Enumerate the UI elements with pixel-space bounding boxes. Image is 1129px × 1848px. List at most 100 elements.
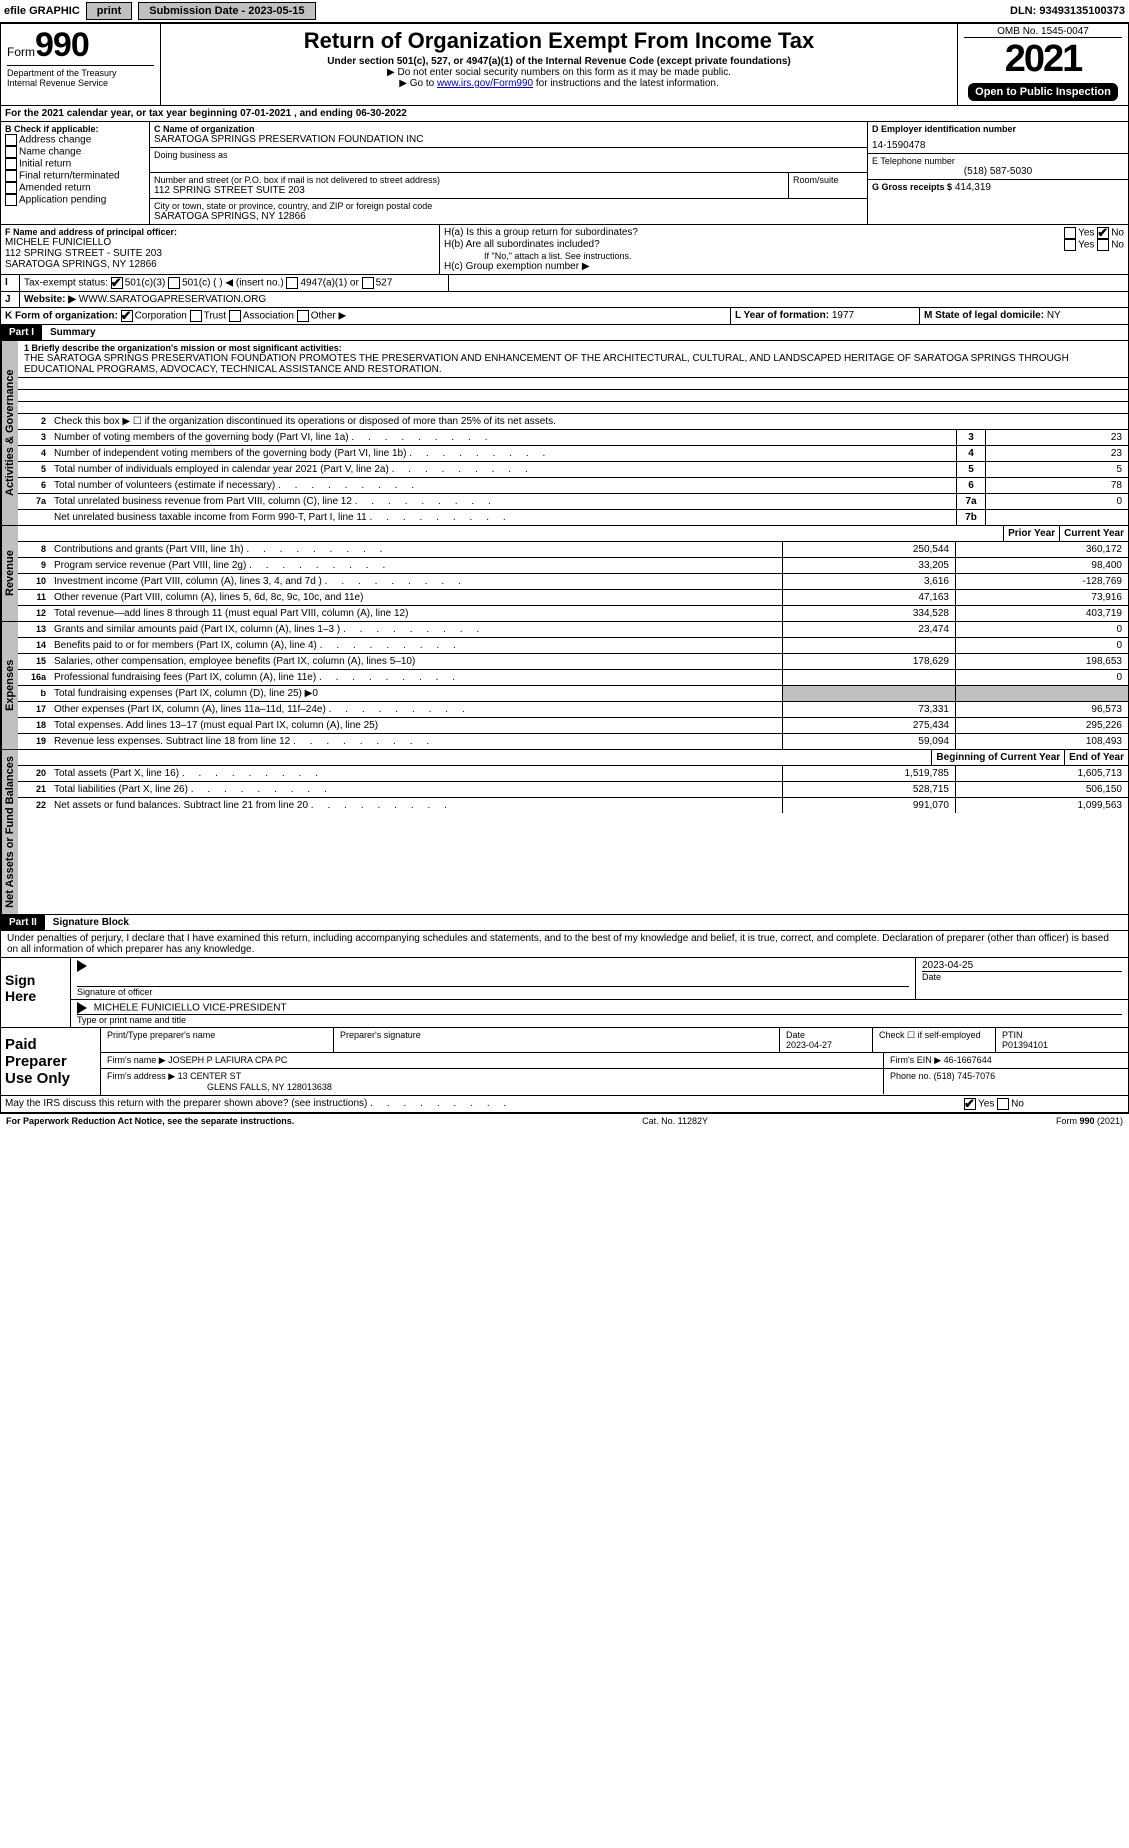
col-prior: Prior Year: [1003, 526, 1059, 541]
line-a-text: For the 2021 calendar year, or tax year …: [5, 108, 407, 119]
4947-checkbox[interactable]: [286, 277, 298, 289]
form-number: 990: [35, 26, 89, 64]
part1-title: Summary: [42, 327, 96, 338]
amended-checkbox[interactable]: [5, 182, 17, 194]
e-label: E Telephone number: [872, 156, 1124, 166]
val-3: 23: [985, 430, 1128, 445]
other-checkbox[interactable]: [297, 310, 309, 322]
dba-label: Doing business as: [154, 150, 863, 160]
omb-number: OMB No. 1545-0047: [964, 26, 1122, 38]
ein: 14-1590478: [872, 134, 1124, 151]
room-label: Room/suite: [793, 175, 863, 185]
b-label: B Check if applicable:: [5, 124, 145, 134]
name-change-checkbox[interactable]: [5, 146, 17, 158]
val-7b: [985, 510, 1128, 525]
corp-checkbox[interactable]: [121, 310, 133, 322]
i-label: Tax-exempt status:: [24, 278, 108, 289]
h-b: H(b) Are all subordinates included?: [444, 239, 1064, 251]
arrow-icon: [77, 1002, 87, 1014]
hb-no-checkbox[interactable]: [1097, 239, 1109, 251]
val-4: 23: [985, 446, 1128, 461]
line-2: Check this box ▶ ☐ if the organization d…: [50, 414, 1128, 429]
tax-year: 2021: [964, 38, 1122, 81]
f-label: F Name and address of principal officer:: [5, 227, 435, 237]
line-5: Total number of individuals employed in …: [50, 462, 956, 477]
form-word: Form: [7, 45, 35, 59]
org-name: SARATOGA SPRINGS PRESERVATION FOUNDATION…: [154, 134, 863, 145]
sig-date: 2023-04-25: [922, 960, 1122, 971]
irs-link[interactable]: www.irs.gov/Form990: [437, 78, 533, 89]
firm-name: JOSEPH P LAFIURA CPA PC: [168, 1055, 287, 1065]
501c3-checkbox[interactable]: [111, 277, 123, 289]
paid-preparer-label: Paid Preparer Use Only: [1, 1028, 101, 1095]
d-label: D Employer identification number: [872, 124, 1124, 134]
line-7b: Net unrelated business taxable income fr…: [50, 510, 956, 525]
h-a: H(a) Is this a group return for subordin…: [444, 227, 1064, 239]
tab-governance: Activities & Governance: [1, 341, 18, 525]
firm-addr2: GLENS FALLS, NY 128013638: [107, 1082, 877, 1092]
app-pending-checkbox[interactable]: [5, 194, 17, 206]
year-formation: 1977: [832, 310, 854, 321]
line-3: Number of voting members of the governin…: [50, 430, 956, 445]
org-city: SARATOGA SPRINGS, NY 12866: [154, 211, 863, 222]
sig-date-label: Date: [922, 971, 1122, 982]
dln-label: DLN: 93493135100373: [1010, 5, 1125, 17]
h-b-note: If "No," attach a list. See instructions…: [444, 251, 1124, 261]
firm-addr1: 13 CENTER ST: [178, 1071, 242, 1081]
mission-text: THE SARATOGA SPRINGS PRESERVATION FOUNDA…: [24, 353, 1122, 375]
firm-phone: (518) 745-7076: [934, 1071, 996, 1081]
val-5: 5: [985, 462, 1128, 477]
line-6: Total number of volunteers (estimate if …: [50, 478, 956, 493]
g-label: G Gross receipts $: [872, 182, 952, 192]
may-no-checkbox[interactable]: [997, 1098, 1009, 1110]
ha-no-checkbox[interactable]: [1097, 227, 1109, 239]
form-title: Return of Organization Exempt From Incom…: [167, 28, 951, 54]
tab-net-assets: Net Assets or Fund Balances: [1, 750, 18, 914]
hb-yes-checkbox[interactable]: [1064, 239, 1076, 251]
initial-return-checkbox[interactable]: [5, 158, 17, 170]
dept-label: Department of the Treasury Internal Reve…: [7, 65, 154, 88]
top-bar: efile GRAPHIC print Submission Date - 20…: [0, 0, 1129, 23]
city-label: City or town, state or province, country…: [154, 201, 863, 211]
527-checkbox[interactable]: [362, 277, 374, 289]
addr-change-checkbox[interactable]: [5, 134, 17, 146]
val-7a: 0: [985, 494, 1128, 509]
k-label: K Form of organization:: [5, 311, 118, 322]
print-button[interactable]: print: [86, 2, 132, 20]
open-public-badge: Open to Public Inspection: [968, 83, 1118, 101]
line-4: Number of independent voting members of …: [50, 446, 956, 461]
officer-print-name: MICHELE FUNICIELLO VICE-PRESIDENT: [94, 1002, 287, 1013]
part2-title: Signature Block: [45, 917, 129, 928]
officer-addr1: 112 SPRING STREET - SUITE 203: [5, 248, 435, 259]
submission-date-button[interactable]: Submission Date - 2023-05-15: [138, 2, 315, 20]
ha-yes-checkbox[interactable]: [1064, 227, 1076, 239]
officer-name: MICHELE FUNICIELLO: [5, 237, 435, 248]
val-6: 78: [985, 478, 1128, 493]
gross-receipts: 414,319: [955, 182, 991, 193]
form-note-2: ▶ Go to www.irs.gov/Form990 for instruct…: [167, 78, 951, 89]
website: WWW.SARATOGAPRESERVATION.ORG: [79, 294, 266, 305]
assoc-checkbox[interactable]: [229, 310, 241, 322]
c-name-label: C Name of organization: [154, 124, 863, 134]
footer-mid: Cat. No. 11282Y: [642, 1116, 708, 1126]
org-address: 112 SPRING STREET SUITE 203: [154, 185, 784, 196]
state-domicile: NY: [1047, 310, 1061, 321]
may-discuss: May the IRS discuss this return with the…: [1, 1096, 960, 1112]
trust-checkbox[interactable]: [190, 310, 202, 322]
tab-expenses: Expenses: [1, 622, 18, 749]
tab-revenue: Revenue: [1, 526, 18, 621]
officer-addr2: SARATOGA SPRINGS, NY 12866: [5, 259, 435, 270]
501c-checkbox[interactable]: [168, 277, 180, 289]
footer-right: Form 990 (2021): [1056, 1116, 1123, 1126]
part1-header: Part I: [1, 325, 42, 340]
form-subtitle: Under section 501(c), 527, or 4947(a)(1)…: [167, 56, 951, 67]
line-7a: Total unrelated business revenue from Pa…: [50, 494, 956, 509]
sig-officer-label: Signature of officer: [77, 986, 909, 997]
may-yes-checkbox[interactable]: [964, 1098, 976, 1110]
part2-header: Part II: [1, 915, 45, 930]
col-end: End of Year: [1064, 750, 1128, 765]
print-name-label: Type or print name and title: [77, 1014, 1122, 1025]
final-return-checkbox[interactable]: [5, 170, 17, 182]
addr-label: Number and street (or P.O. box if mail i…: [154, 175, 784, 185]
col-begin: Beginning of Current Year: [931, 750, 1064, 765]
